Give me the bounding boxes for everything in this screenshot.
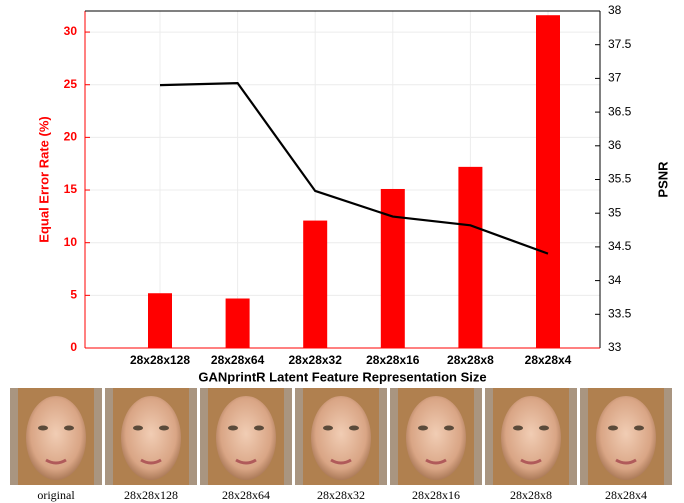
image-caption: original: [37, 488, 75, 502]
image-caption: 28x28x8: [510, 488, 552, 502]
mouth: [330, 458, 352, 465]
image-row: original 28x28x128 28x28x64 28x28x32 28x28x1…: [10, 388, 672, 502]
eye: [513, 425, 523, 431]
x-tick-label: 28x28x8: [447, 353, 494, 367]
bar: [225, 298, 250, 348]
mouth: [45, 458, 67, 465]
bar: [148, 293, 172, 348]
eye: [323, 425, 333, 431]
y-tick-label: 30: [64, 24, 78, 38]
face: [26, 396, 86, 480]
y2-tick-label: 37.5: [608, 37, 632, 51]
face: [121, 396, 181, 480]
x-axis-label: GANprintR Latent Feature Representation …: [198, 369, 486, 384]
y-tick-label: 5: [70, 288, 77, 302]
eye: [254, 425, 264, 431]
y2-tick-label: 33.5: [608, 306, 632, 320]
y-tick-label: 0: [70, 340, 77, 354]
y2-tick-label: 34.5: [608, 239, 632, 253]
x-tick-label: 28x28x4: [525, 353, 572, 367]
mouth: [425, 458, 447, 465]
image-caption: 28x28x64: [222, 488, 270, 502]
y-tick-label: 25: [64, 77, 78, 91]
y2-tick-label: 33: [608, 340, 622, 354]
eye: [608, 425, 618, 431]
mouth: [615, 458, 637, 465]
eye: [64, 425, 74, 431]
y-tick-label: 20: [64, 130, 78, 144]
eye: [228, 425, 238, 431]
mouth: [235, 458, 257, 465]
x-tick-label: 28x28x32: [289, 353, 343, 367]
bar: [536, 15, 560, 349]
eye: [349, 425, 359, 431]
eye: [418, 425, 428, 431]
image-caption: 28x28x32: [317, 488, 365, 502]
image-caption: 28x28x16: [412, 488, 460, 502]
face: [596, 396, 656, 480]
y2-axis-label: PSNR: [655, 161, 670, 198]
bar: [458, 166, 483, 348]
image-caption: 28x28x128: [124, 488, 178, 502]
y-tick-label: 10: [64, 235, 78, 249]
face: [406, 396, 466, 480]
face: [501, 396, 561, 480]
face: [311, 396, 371, 480]
y2-tick-label: 35.5: [608, 172, 632, 186]
y2-tick-label: 38: [608, 3, 622, 17]
eye: [38, 425, 48, 431]
y2-tick-label: 36.5: [608, 104, 632, 118]
eye: [444, 425, 454, 431]
image-caption: 28x28x4: [605, 488, 647, 502]
face: [216, 396, 276, 480]
y2-tick-label: 36: [608, 138, 622, 152]
plot: 0 5 10 15 20 25 30 28x28x128 28x28x64 28x28x32 28x…: [36, 3, 670, 384]
mouth: [140, 458, 162, 465]
y-axis-label: Equal Error Rate (%): [36, 116, 51, 242]
mouth: [520, 458, 542, 465]
eye: [159, 425, 169, 431]
x-tick-label: 28x28x128: [130, 353, 190, 367]
y2-tick-label: 35: [608, 205, 622, 219]
line: [159, 82, 549, 255]
y2-tick-label: 34: [608, 273, 622, 287]
y-tick-label: 15: [64, 182, 78, 196]
eye: [539, 425, 549, 431]
eye: [133, 425, 143, 431]
bar: [303, 220, 328, 348]
y2-tick-label: 37: [608, 71, 622, 85]
x-tick-label: 28x28x64: [211, 353, 265, 367]
eye: [634, 425, 644, 431]
x-tick-label: 28x28x16: [366, 353, 420, 367]
